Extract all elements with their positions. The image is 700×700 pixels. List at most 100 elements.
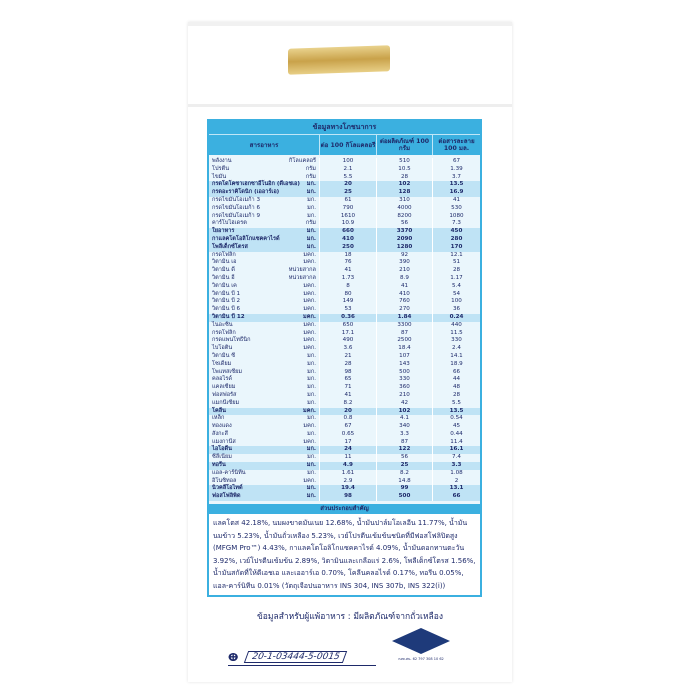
value-per-100kcal: 660 (319, 228, 376, 236)
table-row: อิโนซิทอล มคก. 2.9 14.8 2 (209, 477, 480, 486)
nutrient-cell: โคลีน มคก. (209, 408, 319, 416)
value-per-100kcal: 8 (319, 282, 376, 291)
nutrient-cell: คาร์โบไฮเดรต กรัม (209, 220, 319, 228)
nutrient-name: ไอโอดีน (212, 446, 232, 453)
nutrition-title: ข้อมูลทางโภชนาการ (209, 121, 480, 134)
value-per-100g: 1280 (376, 243, 432, 252)
table-row: วิตามิน บี 1 มคก. 80 410 54 (209, 290, 480, 299)
value-per-100kcal: 25 (319, 189, 376, 197)
nutrient-unit: มก. (306, 493, 316, 500)
value-per-100g: 2500 (376, 337, 432, 346)
nutrient-cell: กรดแพนโทธีนิก มคก. (209, 337, 319, 345)
value-per-100g: 210 (376, 391, 432, 400)
value-per-100g: 107 (376, 352, 432, 361)
nutrient-cell: ไนอะซิน มคก. (209, 322, 319, 330)
table-row: วิตามิน ดี หน่วยสากล 41 210 28 (209, 267, 480, 275)
value-per-100g: 14.8 (376, 477, 432, 486)
nutrient-name: ทอรีน (212, 462, 226, 469)
nutrient-name: ทองแดง (212, 423, 232, 430)
value-per-100ml: 1.17 (432, 274, 480, 283)
table-row: พลังงาน กิโลแคลอรี 100 510 67 (209, 158, 480, 166)
nutrient-unit: มก. (307, 469, 316, 476)
value-per-100kcal: 53 (319, 306, 376, 314)
value-per-100kcal: 21 (319, 352, 376, 361)
nutrient-cell: สังกะสี มก. (209, 431, 319, 439)
nutrient-cell: วิตามิน ซี มก. (209, 353, 319, 361)
nutrient-name: วิตามิน อี (212, 274, 235, 281)
value-per-100ml: 530 (432, 204, 480, 213)
table-row: วิตามิน บี 6 มคก. 53 270 36 (209, 306, 480, 314)
table-row: กรดอะราคิโดนิก (เออาร์เอ) มก. 25 128 16.9 (209, 189, 480, 197)
nutrient-name: สังกะสี (212, 430, 228, 437)
nutrient-name: ฟอสฟอรัส (212, 391, 237, 398)
nutrient-name: วิตามิน บี 1 (212, 290, 241, 297)
nutrient-unit: มก. (307, 352, 316, 359)
value-per-100g: 28 (376, 173, 432, 182)
header-per-100g: ต่อผลิตภัณฑ์ 100 กรัม (376, 135, 432, 155)
value-per-100kcal: 1610 (319, 212, 376, 221)
value-per-100kcal: 790 (319, 204, 376, 213)
table-row: คาร์โบไฮเดรต กรัม 10.9 56 7.3 (209, 220, 480, 229)
value-per-100ml: 18.9 (432, 360, 480, 369)
value-per-100ml: 54 (432, 290, 480, 299)
nutrient-name: ไบโอติน (212, 345, 233, 352)
table-row: วิตามิน บี 12 มคก. 0.36 1.84 0.24 (209, 313, 480, 322)
nutrient-unit: หน่วยสากล (288, 267, 316, 274)
nutrient-cell: ไขมัน กรัม (209, 174, 319, 182)
nutrient-unit: มก. (306, 228, 316, 235)
table-row: กรดไขมันโอเมก้า 6 มก. 790 4000 530 (209, 204, 480, 213)
value-per-100g: 99 (376, 485, 432, 494)
nutrient-cell: กรดโฟลิก มคก. (209, 330, 319, 338)
header-per-100ml: ต่อสารละลาย 100 มล. (432, 135, 480, 155)
value-per-100ml: 28 (432, 391, 480, 400)
nutrient-unit: มคก. (303, 321, 316, 328)
value-per-100kcal: 5.5 (319, 173, 376, 182)
value-per-100kcal: 20 (319, 181, 376, 190)
value-per-100ml: 440 (432, 321, 480, 330)
nutrient-unit: มก. (307, 384, 316, 391)
nutrient-unit: มก. (307, 391, 316, 398)
value-per-100ml: 12.1 (432, 251, 480, 260)
nutrient-cell: กรดอะราคิโดนิก (เออาร์เอ) มก. (209, 189, 319, 197)
value-per-100kcal: 2.1 (319, 165, 376, 174)
value-per-100g: 8.9 (376, 274, 432, 283)
nutrient-unit: กิโลแคลอรี (289, 158, 316, 164)
value-per-100g: 8200 (376, 212, 432, 221)
nutrient-cell: แอล-คาร์นิทีน มก. (209, 470, 319, 478)
nutrient-unit: กรัม (305, 165, 316, 172)
value-per-100g: 330 (376, 376, 432, 385)
nutrient-cell: วิตามิน บี 2 มคก. (209, 298, 319, 306)
nutrient-name: แคลเซียม (212, 384, 236, 391)
table-row: วิตามิน อี หน่วยสากล 1.73 8.9 1.17 (209, 274, 480, 283)
header-nutrient: สารอาหาร (249, 141, 279, 149)
table-row: โคลีน มคก. 20 102 13.5 (209, 407, 480, 416)
value-per-100g: 10.5 (376, 165, 432, 174)
nutrient-name: โคลีน (212, 407, 226, 414)
value-per-100g: 41 (376, 282, 432, 291)
value-per-100kcal: 98 (319, 368, 376, 377)
nutrient-name: พลังงาน (212, 158, 232, 164)
nutrient-cell: โพลีเด็กซ์โตรส มก. (209, 244, 319, 252)
value-per-100ml: 1.08 (432, 469, 480, 478)
table-row: กรดโดโคซาเฮกซาอีโนอิก (ดีเอชเอ) มก. 20 102 1… (209, 181, 480, 190)
nutrient-name: ใยอาหาร (212, 228, 235, 235)
nutrient-unit: มก. (307, 399, 316, 406)
value-per-100g: 102 (376, 181, 432, 190)
nutrient-cell: อิโนซิทอล มคก. (209, 478, 319, 486)
value-per-100ml: 5.4 (432, 282, 480, 291)
nutrient-cell: เหล็ก มก. (209, 415, 319, 423)
nutrient-cell: แมงกานีส มคก. (209, 439, 319, 447)
value-per-100kcal: 71 (319, 384, 376, 392)
nutrient-unit: มก. (307, 212, 316, 219)
nutrient-cell: กรดไขมันโอเมก้า 6 มก. (209, 205, 319, 213)
nutrient-name: ฟอสโฟลิพิด (212, 493, 241, 500)
value-per-100kcal: 67 (319, 423, 376, 431)
value-per-100ml: 11.4 (432, 438, 480, 447)
nutrient-name: วิตามิน บี 6 (212, 306, 241, 313)
value-per-100ml: 0.24 (432, 313, 480, 322)
nutrient-unit: มก. (306, 485, 316, 492)
table-row: แคลเซียม มก. 71 360 48 (209, 384, 480, 392)
nutrient-unit: มก. (307, 360, 316, 367)
nutrient-cell: กรดไขมันโอเมก้า 9 มก. (209, 213, 319, 221)
value-per-100kcal: 0.65 (319, 430, 376, 439)
